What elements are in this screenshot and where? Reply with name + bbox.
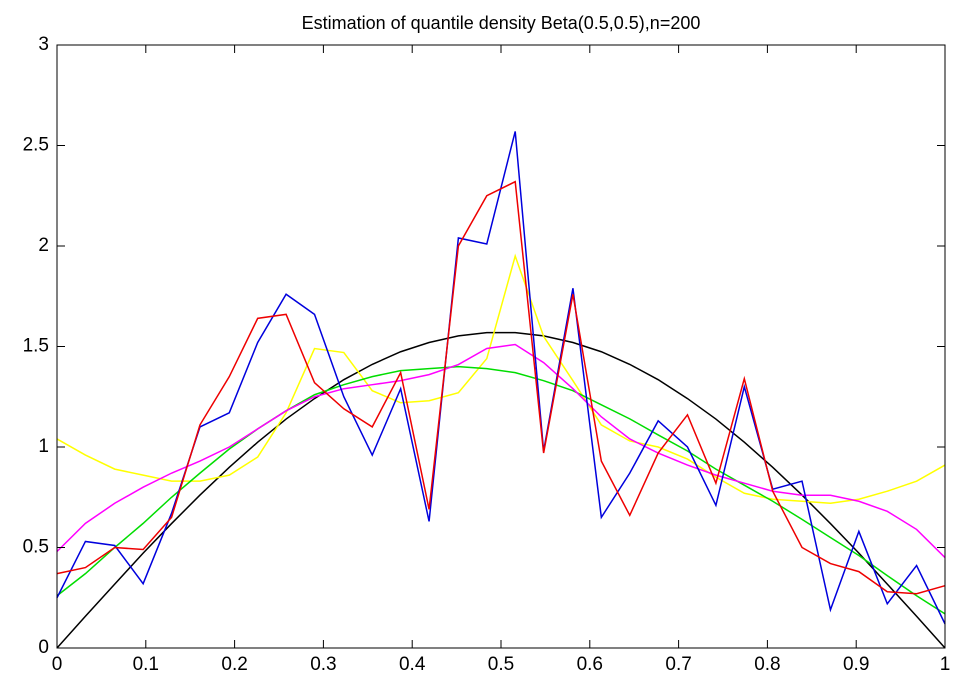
x-tick-label: 0 — [52, 654, 63, 675]
series-line — [56, 253, 946, 505]
x-tick-label: 0.7 — [665, 654, 691, 675]
y-tick-label: 1.5 — [23, 336, 49, 357]
y-tick-label: 2.5 — [23, 135, 49, 156]
x-tick-label: 0.3 — [310, 654, 336, 675]
x-tick-label: 0.2 — [221, 654, 247, 675]
x-tick-label: 0.1 — [133, 654, 159, 675]
y-tick-label: 0.5 — [23, 537, 49, 558]
x-tick-label: 0.9 — [843, 654, 869, 675]
x-tick-label: 1 — [940, 654, 951, 675]
series-line — [56, 131, 946, 625]
chart-title: Estimation of quantile density Beta(0.5,… — [302, 13, 701, 33]
series-line — [56, 365, 946, 615]
series-line — [56, 180, 946, 595]
x-tick-label: 0.8 — [754, 654, 780, 675]
y-tick-label: 0 — [38, 637, 49, 658]
y-tick-label: 3 — [38, 34, 49, 55]
y-tick-label: 2 — [38, 235, 49, 256]
series-line — [56, 331, 946, 649]
series-line — [56, 343, 946, 559]
x-tick-label: 0.5 — [488, 654, 514, 675]
x-tick-label: 0.4 — [399, 654, 426, 675]
x-tick-label: 0.6 — [577, 654, 603, 675]
y-tick-label: 1 — [38, 436, 49, 457]
